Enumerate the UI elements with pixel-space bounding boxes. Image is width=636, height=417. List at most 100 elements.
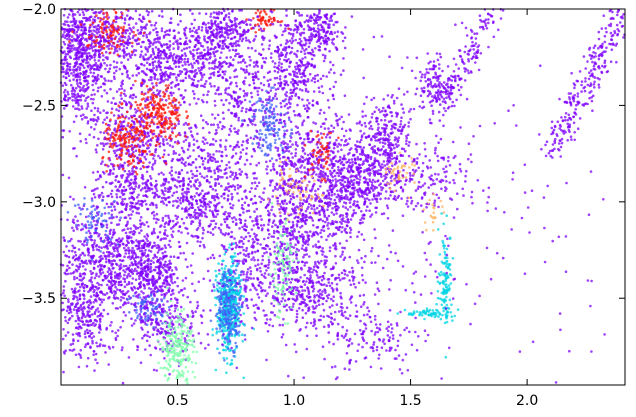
scatter-point — [168, 259, 171, 263]
scatter-point — [234, 171, 238, 175]
scatter-point — [219, 92, 223, 96]
scatter-point — [317, 45, 321, 48]
scatter-point — [341, 39, 345, 43]
scatter-point — [143, 321, 147, 324]
scatter-point — [62, 91, 66, 94]
scatter-point — [169, 17, 173, 20]
scatter-point — [215, 149, 218, 153]
scatter-point — [200, 44, 203, 47]
scatter-point — [213, 198, 217, 202]
scatter-point — [145, 33, 148, 37]
scatter-point — [282, 173, 286, 176]
scatter-point — [206, 257, 210, 261]
scatter-point — [95, 299, 98, 303]
scatter-point — [115, 49, 119, 53]
scatter-point — [193, 289, 197, 293]
scatter-point — [145, 233, 149, 236]
scatter-point — [189, 222, 193, 225]
scatter-point — [131, 277, 135, 280]
scatter-point — [124, 252, 127, 255]
scatter-point — [89, 71, 92, 74]
scatter-point — [75, 47, 79, 50]
scatter-point — [255, 75, 258, 79]
scatter-point — [191, 161, 194, 164]
scatter-point — [76, 299, 79, 302]
scatter-point — [292, 91, 295, 94]
scatter-point — [119, 299, 123, 302]
scatter-point — [70, 287, 74, 291]
scatter-point — [72, 218, 75, 222]
scatter-point — [273, 127, 276, 131]
scatter-point — [94, 285, 97, 289]
scatter-point — [213, 169, 216, 172]
scatter-point — [185, 192, 188, 196]
scatter-point — [74, 268, 78, 272]
scatter-point — [168, 316, 171, 319]
scatter-point — [76, 28, 80, 31]
scatter-point — [73, 246, 77, 250]
scatter-point — [150, 166, 154, 169]
scatter-point — [120, 87, 124, 90]
scatter-point — [217, 174, 220, 178]
scatter-point — [306, 106, 310, 109]
scatter-point — [270, 122, 274, 125]
scatter-point — [98, 331, 101, 334]
scatter-point — [92, 117, 95, 121]
scatter-point — [112, 149, 116, 153]
scatter-point — [312, 121, 315, 124]
scatter-point — [223, 220, 227, 224]
scatter-point — [228, 93, 231, 97]
scatter-point — [199, 200, 203, 204]
scatter-point — [84, 80, 87, 83]
scatter-point — [188, 155, 192, 158]
scatter-point — [100, 283, 103, 287]
scatter-point — [168, 372, 171, 376]
scatter-point — [238, 87, 242, 91]
scatter-point — [280, 66, 283, 69]
scatter-point — [206, 46, 210, 49]
scatter-point — [319, 108, 323, 112]
scatter-point — [290, 94, 294, 98]
scatter-point — [336, 119, 339, 122]
scatter-point — [314, 47, 317, 50]
scatter-point — [125, 103, 128, 106]
scatter-point — [286, 106, 290, 110]
scatter-point — [234, 68, 238, 71]
scatter-point — [125, 248, 128, 252]
scatter-point — [122, 50, 126, 53]
scatter-point — [250, 119, 253, 122]
scatter-point — [104, 257, 108, 261]
scatter-point — [80, 25, 84, 29]
scatter-point — [153, 241, 156, 245]
scatter-point — [310, 63, 313, 66]
scatter-point — [277, 154, 281, 158]
scatter-point — [106, 142, 109, 145]
scatter-point — [164, 99, 168, 102]
scatter-point — [179, 103, 182, 107]
scatter-point — [243, 119, 246, 123]
scatter-point — [124, 244, 128, 247]
scatter-point — [86, 64, 89, 68]
scatter-point — [180, 146, 184, 150]
scatter-point — [105, 254, 109, 258]
scatter-point — [199, 341, 203, 345]
scatter-point — [208, 166, 211, 170]
scatter-point — [240, 119, 244, 122]
scatter-point — [238, 100, 242, 103]
scatter-point — [139, 167, 142, 171]
scatter-point — [237, 186, 240, 190]
scatter-point — [195, 85, 199, 88]
scatter-point — [94, 76, 97, 80]
scatter-point — [141, 40, 144, 44]
scatter-point — [115, 215, 118, 219]
scatter-point — [216, 49, 219, 53]
scatter-point — [121, 242, 125, 246]
scatter-point — [206, 202, 209, 206]
scatter-point — [146, 239, 149, 243]
scatter-point — [66, 52, 70, 56]
scatter-point — [340, 148, 343, 152]
scatter-point — [283, 23, 287, 27]
scatter-point — [63, 23, 67, 26]
scatter-point — [146, 112, 150, 116]
scatter-point — [181, 184, 185, 187]
